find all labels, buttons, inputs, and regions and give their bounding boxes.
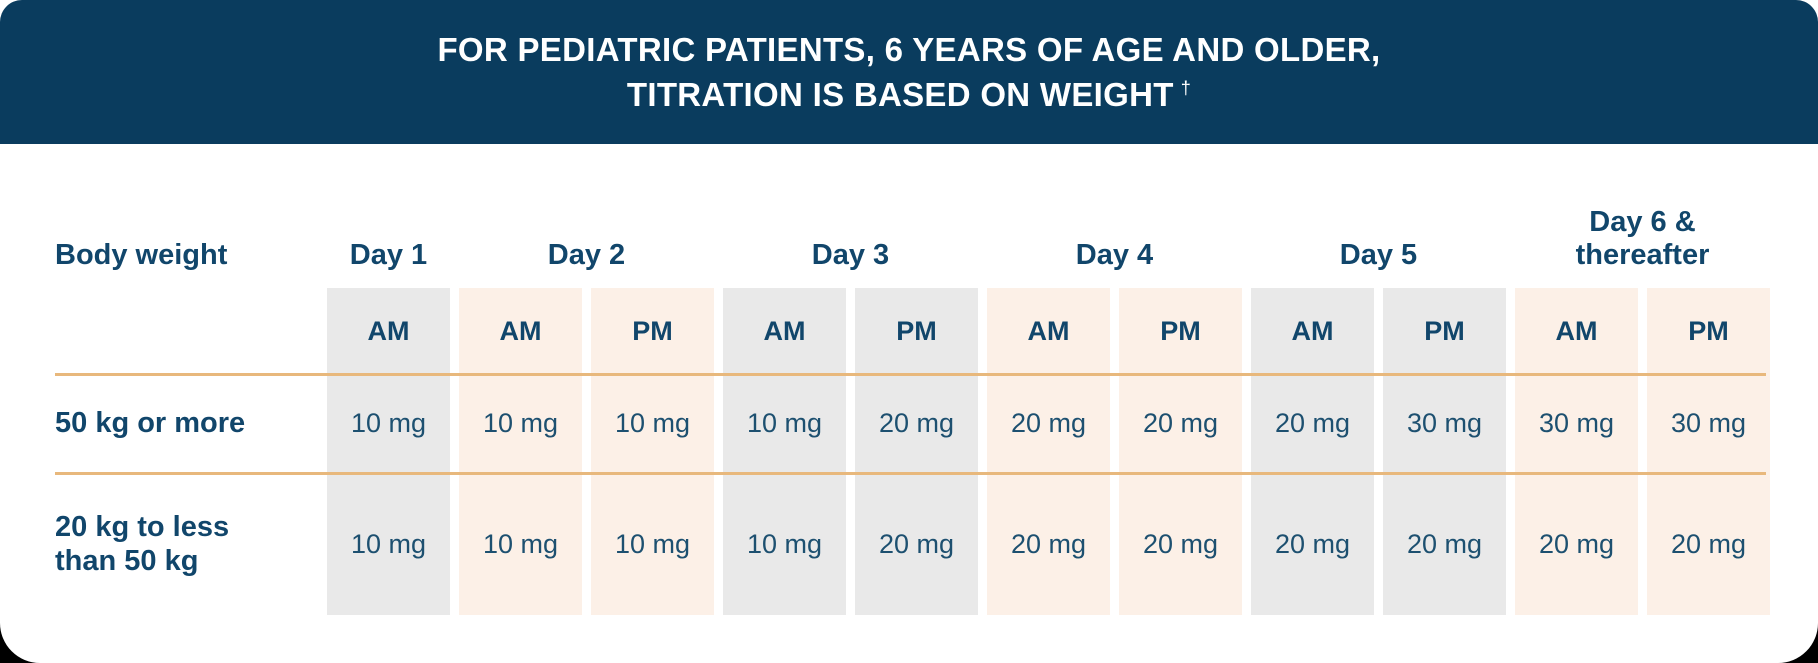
banner-title-line2: TITRATION IS BASED ON WEIGHT † — [627, 75, 1191, 115]
dose-cell: 10 mg — [723, 374, 846, 473]
dose-cell: 30 mg — [1647, 374, 1770, 473]
divider-line-top — [55, 373, 1766, 376]
header-banner: FOR PEDIATRIC PATIENTS, 6 YEARS OF AGE A… — [0, 0, 1818, 144]
period-header: PM — [855, 288, 978, 374]
period-header: PM — [1383, 288, 1506, 374]
dose-cell: 20 mg — [855, 473, 978, 615]
day-header: Day 4 — [1075, 238, 1154, 271]
dose-cell: 30 mg — [1383, 374, 1506, 473]
dose-cell: 10 mg — [723, 473, 846, 615]
dose-cell: 20 mg — [1119, 374, 1242, 473]
row-label: 50 kg or more — [55, 407, 246, 440]
dose-cell: 30 mg — [1515, 374, 1638, 473]
period-header: AM — [327, 288, 450, 374]
dose-cell: 10 mg — [591, 374, 714, 473]
period-header: AM — [723, 288, 846, 374]
period-header: AM — [1515, 288, 1638, 374]
period-header: PM — [1647, 288, 1770, 374]
dose-cell: 20 mg — [987, 374, 1110, 473]
period-header: AM — [987, 288, 1110, 374]
dose-cell: 20 mg — [1647, 473, 1770, 615]
row-label: 20 kg to less than 50 kg — [55, 510, 230, 577]
dose-cell: 10 mg — [327, 473, 450, 615]
dose-cell: 10 mg — [459, 374, 582, 473]
period-header: AM — [459, 288, 582, 374]
day-header: Day 1 — [349, 238, 428, 271]
dose-cell: 10 mg — [591, 473, 714, 615]
dose-cell: 20 mg — [1383, 473, 1506, 615]
day-header: Day 2 — [547, 238, 626, 271]
dose-cell: 20 mg — [1119, 473, 1242, 615]
day-header: Day 6 & thereafter — [1575, 205, 1710, 271]
period-header: PM — [1119, 288, 1242, 374]
dagger-footnote-marker: † — [1180, 77, 1192, 98]
period-header: AM — [1251, 288, 1374, 374]
day-header: Day 5 — [1339, 238, 1418, 271]
titration-table: Body weight Day 1 Day 2 Day 3 Day 4 Day 5 Day… — [55, 144, 1770, 615]
dose-cell: 10 mg — [459, 473, 582, 615]
body-weight-header: Body weight — [55, 239, 228, 271]
dose-cell: 20 mg — [1251, 473, 1374, 615]
banner-title-line1: FOR PEDIATRIC PATIENTS, 6 YEARS OF AGE A… — [437, 30, 1381, 68]
day-header: Day 3 — [811, 238, 890, 271]
dose-cell: 10 mg — [327, 374, 450, 473]
banner-title-line2-text: TITRATION IS BASED ON WEIGHT — [626, 75, 1174, 113]
divider-line-middle — [55, 472, 1766, 475]
dose-cell: 20 mg — [987, 473, 1110, 615]
dose-cell: 20 mg — [1251, 374, 1374, 473]
dose-cell: 20 mg — [855, 374, 978, 473]
period-header: PM — [591, 288, 714, 374]
dose-cell: 20 mg — [1515, 473, 1638, 615]
